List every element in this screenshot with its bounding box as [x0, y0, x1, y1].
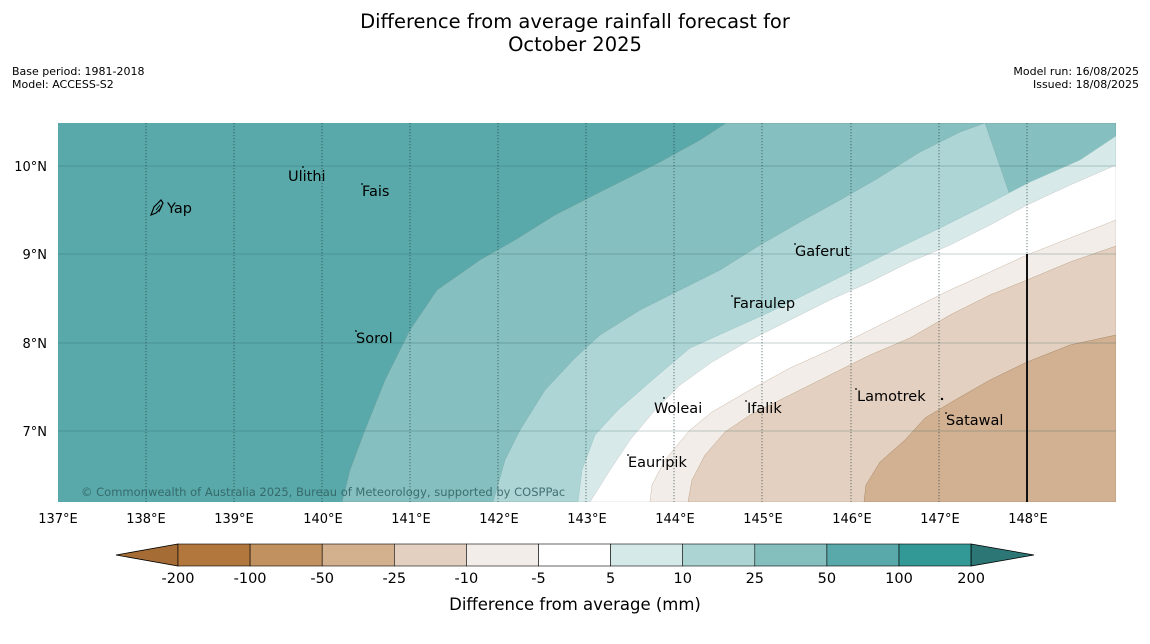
colorbar-cell: [898, 543, 972, 567]
lat-label-9n: 9°N: [23, 248, 48, 263]
colorbar-tick-label: -5: [531, 571, 545, 587]
colorbar-tick-label: -200: [162, 571, 195, 587]
lon-label-140e: 140°E: [303, 512, 343, 527]
zone-minus50-to-minus25: [863, 334, 1116, 502]
colorbar-label: Difference from average (mm): [449, 595, 701, 614]
colorbar-cell: [249, 543, 323, 567]
place-eauripik: Eauripik: [628, 455, 687, 471]
colorbar-extend-low: [115, 543, 179, 567]
colorbar-tick-label: 5: [606, 571, 615, 587]
colorbar-tick-label: -10: [455, 571, 479, 587]
meta-left: Base period: 1981-2018 Model: ACCESS-S2: [12, 65, 144, 91]
colorbar-cell: [538, 543, 611, 567]
lon-label-138e: 138°E: [126, 512, 166, 527]
place-woleai: Woleai: [654, 401, 702, 417]
rainfall-map: Yap Ulithi Fais Gaferut Faraulep Sorol W…: [14, 123, 1116, 527]
colorbar-cell: [610, 543, 683, 567]
issued-date: Issued: 18/08/2025: [1032, 78, 1139, 91]
colorbar-cell: [393, 543, 467, 567]
yap-island-icon: [149, 199, 164, 217]
colorbar-cell: [466, 543, 539, 567]
place-markers: [302, 166, 947, 456]
title-line-1: Difference from average rainfall forecas…: [360, 10, 790, 33]
colorbar-tick-label: 100: [885, 571, 913, 587]
place-gaferut: Gaferut: [795, 244, 850, 260]
lon-label-148e: 148°E: [1008, 512, 1048, 527]
lon-label-142e: 142°E: [479, 512, 519, 527]
colorbar-cell: [682, 543, 756, 567]
lon-label-145e: 145°E: [743, 512, 783, 527]
place-yap: Yap: [166, 201, 192, 217]
lat-label-10n: 10°N: [14, 160, 47, 175]
lat-label-7n: 7°N: [23, 425, 48, 440]
meta-right: Model run: 16/08/2025 Issued: 18/08/2025: [1013, 65, 1139, 91]
lat-label-8n: 8°N: [23, 337, 48, 352]
place-ifalik: Ifalik: [747, 401, 782, 417]
lon-label-137e: 137°E: [38, 512, 78, 527]
colorbar-tick-label: 50: [818, 571, 836, 587]
page-title: Difference from average rainfall forecas…: [0, 10, 1150, 56]
longitude-gridlines: [145, 123, 1028, 502]
model-name: Model: ACCESS-S2: [12, 78, 114, 91]
model-run: Model run: 16/08/2025: [1013, 65, 1139, 78]
place-fais: Fais: [362, 184, 389, 200]
lon-label-143e: 143°E: [567, 512, 607, 527]
place-faraulep: Faraulep: [733, 296, 795, 312]
colorbar-tick-label: -25: [382, 571, 406, 587]
colorbar-tick-label: 10: [673, 571, 691, 587]
colorbar-tick-label: -50: [310, 571, 334, 587]
place-satawal: Satawal: [946, 413, 1003, 429]
base-period: Base period: 1981-2018: [12, 65, 145, 78]
lon-label-139e: 139°E: [214, 512, 254, 527]
colorbar-cell: [177, 543, 251, 567]
colorbar-tick-labels: -200 -100 -50 -25 -10 -5 5 10 25 50 100 200: [162, 571, 985, 587]
colorbar-tick-label: 200: [957, 571, 985, 587]
place-ulithi: Ulithi: [288, 169, 326, 185]
place-lamotrek: Lamotrek: [857, 389, 926, 405]
lon-label-141e: 141°E: [391, 512, 431, 527]
colorbar-cell: [826, 543, 900, 567]
lon-label-147e: 147°E: [920, 512, 960, 527]
copyright-notice: © Commonwealth of Australia 2025, Bureau…: [81, 485, 565, 499]
colorbar-tick-label: 25: [746, 571, 764, 587]
colorbar-extend-high: [970, 543, 1035, 567]
lon-label-146e: 146°E: [832, 512, 872, 527]
lon-label-144e: 144°E: [655, 512, 695, 527]
colorbar-cell: [321, 543, 395, 567]
colorbar-tick-label: -100: [234, 571, 267, 587]
colorbar-cell: [754, 543, 828, 567]
title-line-2: October 2025: [508, 33, 642, 56]
colorbar-cells: [115, 543, 1035, 567]
place-sorol: Sorol: [356, 331, 393, 347]
